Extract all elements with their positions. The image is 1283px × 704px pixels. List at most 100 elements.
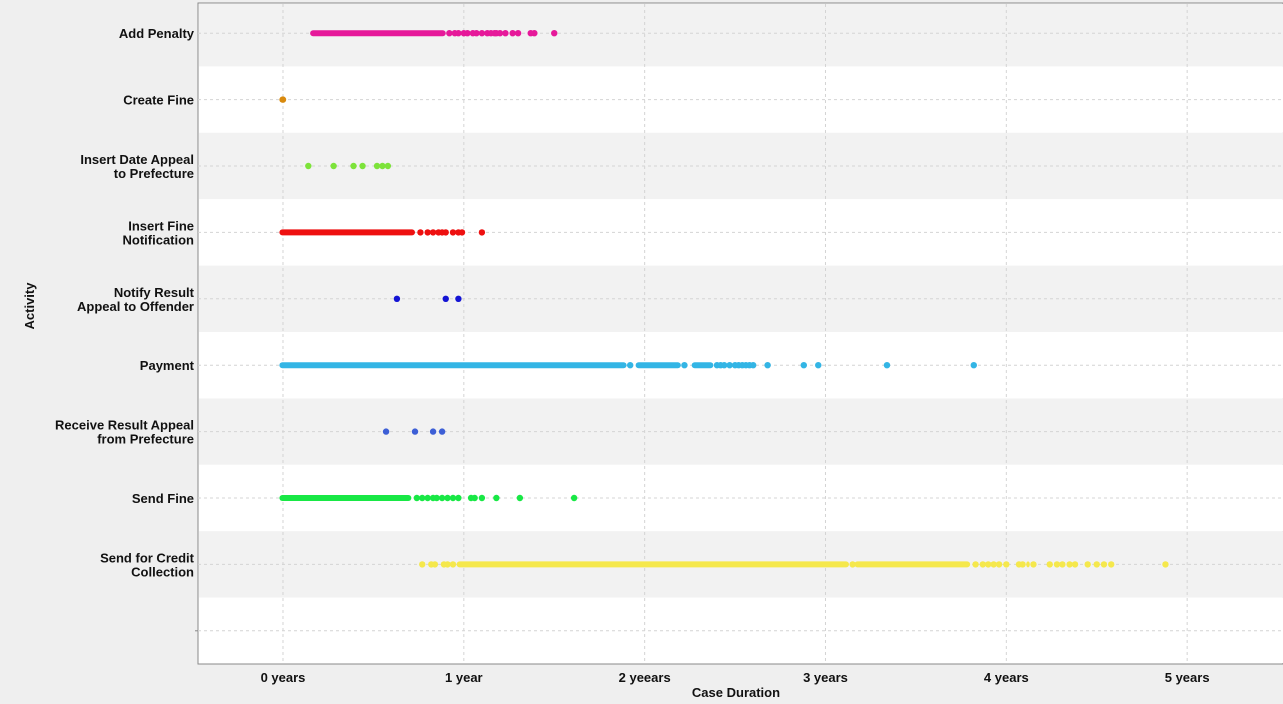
data-point	[626, 362, 634, 369]
data-point	[493, 494, 500, 502]
data-point	[1046, 561, 1053, 568]
y-axis-title: Activity	[22, 282, 37, 330]
point-cluster	[1026, 561, 1030, 568]
data-point	[815, 362, 822, 369]
data-point	[970, 362, 977, 369]
data-point	[279, 96, 287, 103]
series-group	[279, 494, 578, 502]
data-point	[429, 229, 437, 236]
data-point	[449, 561, 457, 568]
data-point	[455, 494, 462, 502]
point-cluster	[854, 561, 971, 568]
data-point	[449, 229, 457, 236]
data-point	[442, 229, 449, 236]
data-point	[478, 494, 486, 502]
data-point	[726, 362, 733, 369]
data-point	[509, 30, 516, 37]
data-point	[419, 494, 426, 502]
data-point	[979, 561, 987, 568]
data-point	[972, 561, 979, 568]
y-tick-label: Insert Date Appeal to Prefecture	[80, 152, 194, 181]
data-point	[1162, 561, 1169, 568]
data-point	[455, 30, 462, 37]
y-tick-label: Send for Credit Collection	[100, 550, 195, 579]
data-point	[1019, 561, 1026, 568]
data-point	[359, 162, 366, 170]
data-point	[1071, 561, 1079, 568]
data-point	[1059, 561, 1066, 568]
data-point	[985, 561, 992, 568]
y-tick-label: Create Fine	[123, 93, 194, 108]
point-cluster	[691, 362, 714, 369]
data-point	[496, 30, 504, 37]
data-point	[514, 30, 522, 37]
data-point	[478, 30, 486, 37]
data-point	[444, 561, 451, 568]
data-point	[411, 428, 419, 435]
data-point	[1093, 561, 1100, 568]
series-group	[305, 162, 392, 170]
point-cluster	[279, 229, 415, 236]
data-point	[373, 162, 381, 170]
data-point	[444, 494, 451, 502]
data-point	[464, 30, 471, 37]
data-series	[279, 30, 1169, 568]
data-point	[721, 362, 728, 369]
data-point	[458, 229, 466, 236]
x-tick-label: 2 yeears	[619, 670, 671, 685]
point-cluster	[279, 362, 627, 369]
data-point	[471, 494, 478, 502]
data-point	[764, 362, 771, 369]
data-point	[883, 362, 891, 369]
data-point	[379, 162, 386, 170]
data-point	[449, 494, 457, 502]
series-group	[382, 428, 446, 435]
data-point	[350, 162, 357, 170]
data-point	[1084, 561, 1091, 568]
data-point	[473, 30, 480, 37]
series-group	[279, 229, 486, 236]
point-cluster	[310, 30, 446, 37]
data-point	[431, 561, 439, 568]
data-point	[438, 428, 446, 435]
y-tick-label: Send Fine	[132, 491, 194, 506]
data-point	[1108, 561, 1115, 568]
data-point	[551, 30, 558, 37]
series-group	[279, 362, 977, 369]
data-point	[516, 494, 524, 502]
point-cluster	[456, 561, 849, 568]
data-point	[1053, 561, 1061, 568]
series-group	[419, 561, 1169, 568]
series-group	[393, 295, 462, 302]
data-point	[384, 162, 392, 170]
y-tick-label: Notify Result Appeal to Offender	[77, 285, 195, 314]
y-tick-label: Receive Result Appeal from Prefecture	[55, 418, 194, 447]
x-tick-label: 0 years	[261, 670, 306, 685]
series-group	[279, 96, 287, 103]
y-tick-label: Payment	[140, 358, 195, 373]
data-point	[330, 162, 337, 170]
data-point	[1003, 561, 1010, 568]
data-point	[531, 30, 538, 37]
data-point	[800, 362, 807, 369]
data-point	[749, 362, 757, 369]
data-point	[419, 561, 426, 568]
x-axis-title: Case Duration	[692, 685, 780, 700]
y-tick-label: Add Penalty	[119, 26, 195, 41]
data-point	[478, 229, 486, 236]
data-point	[681, 362, 688, 369]
data-point	[382, 428, 390, 435]
data-point	[424, 229, 431, 236]
data-point	[433, 494, 440, 502]
point-cluster	[635, 362, 681, 369]
data-point	[1100, 561, 1108, 568]
data-point	[446, 30, 453, 37]
data-point	[455, 295, 462, 302]
data-point	[502, 30, 509, 37]
data-point	[429, 428, 437, 435]
x-tick-label: 4 years	[984, 670, 1029, 685]
data-point	[849, 561, 856, 568]
data-point	[413, 494, 421, 502]
x-tick-label: 5 years	[1165, 670, 1210, 685]
